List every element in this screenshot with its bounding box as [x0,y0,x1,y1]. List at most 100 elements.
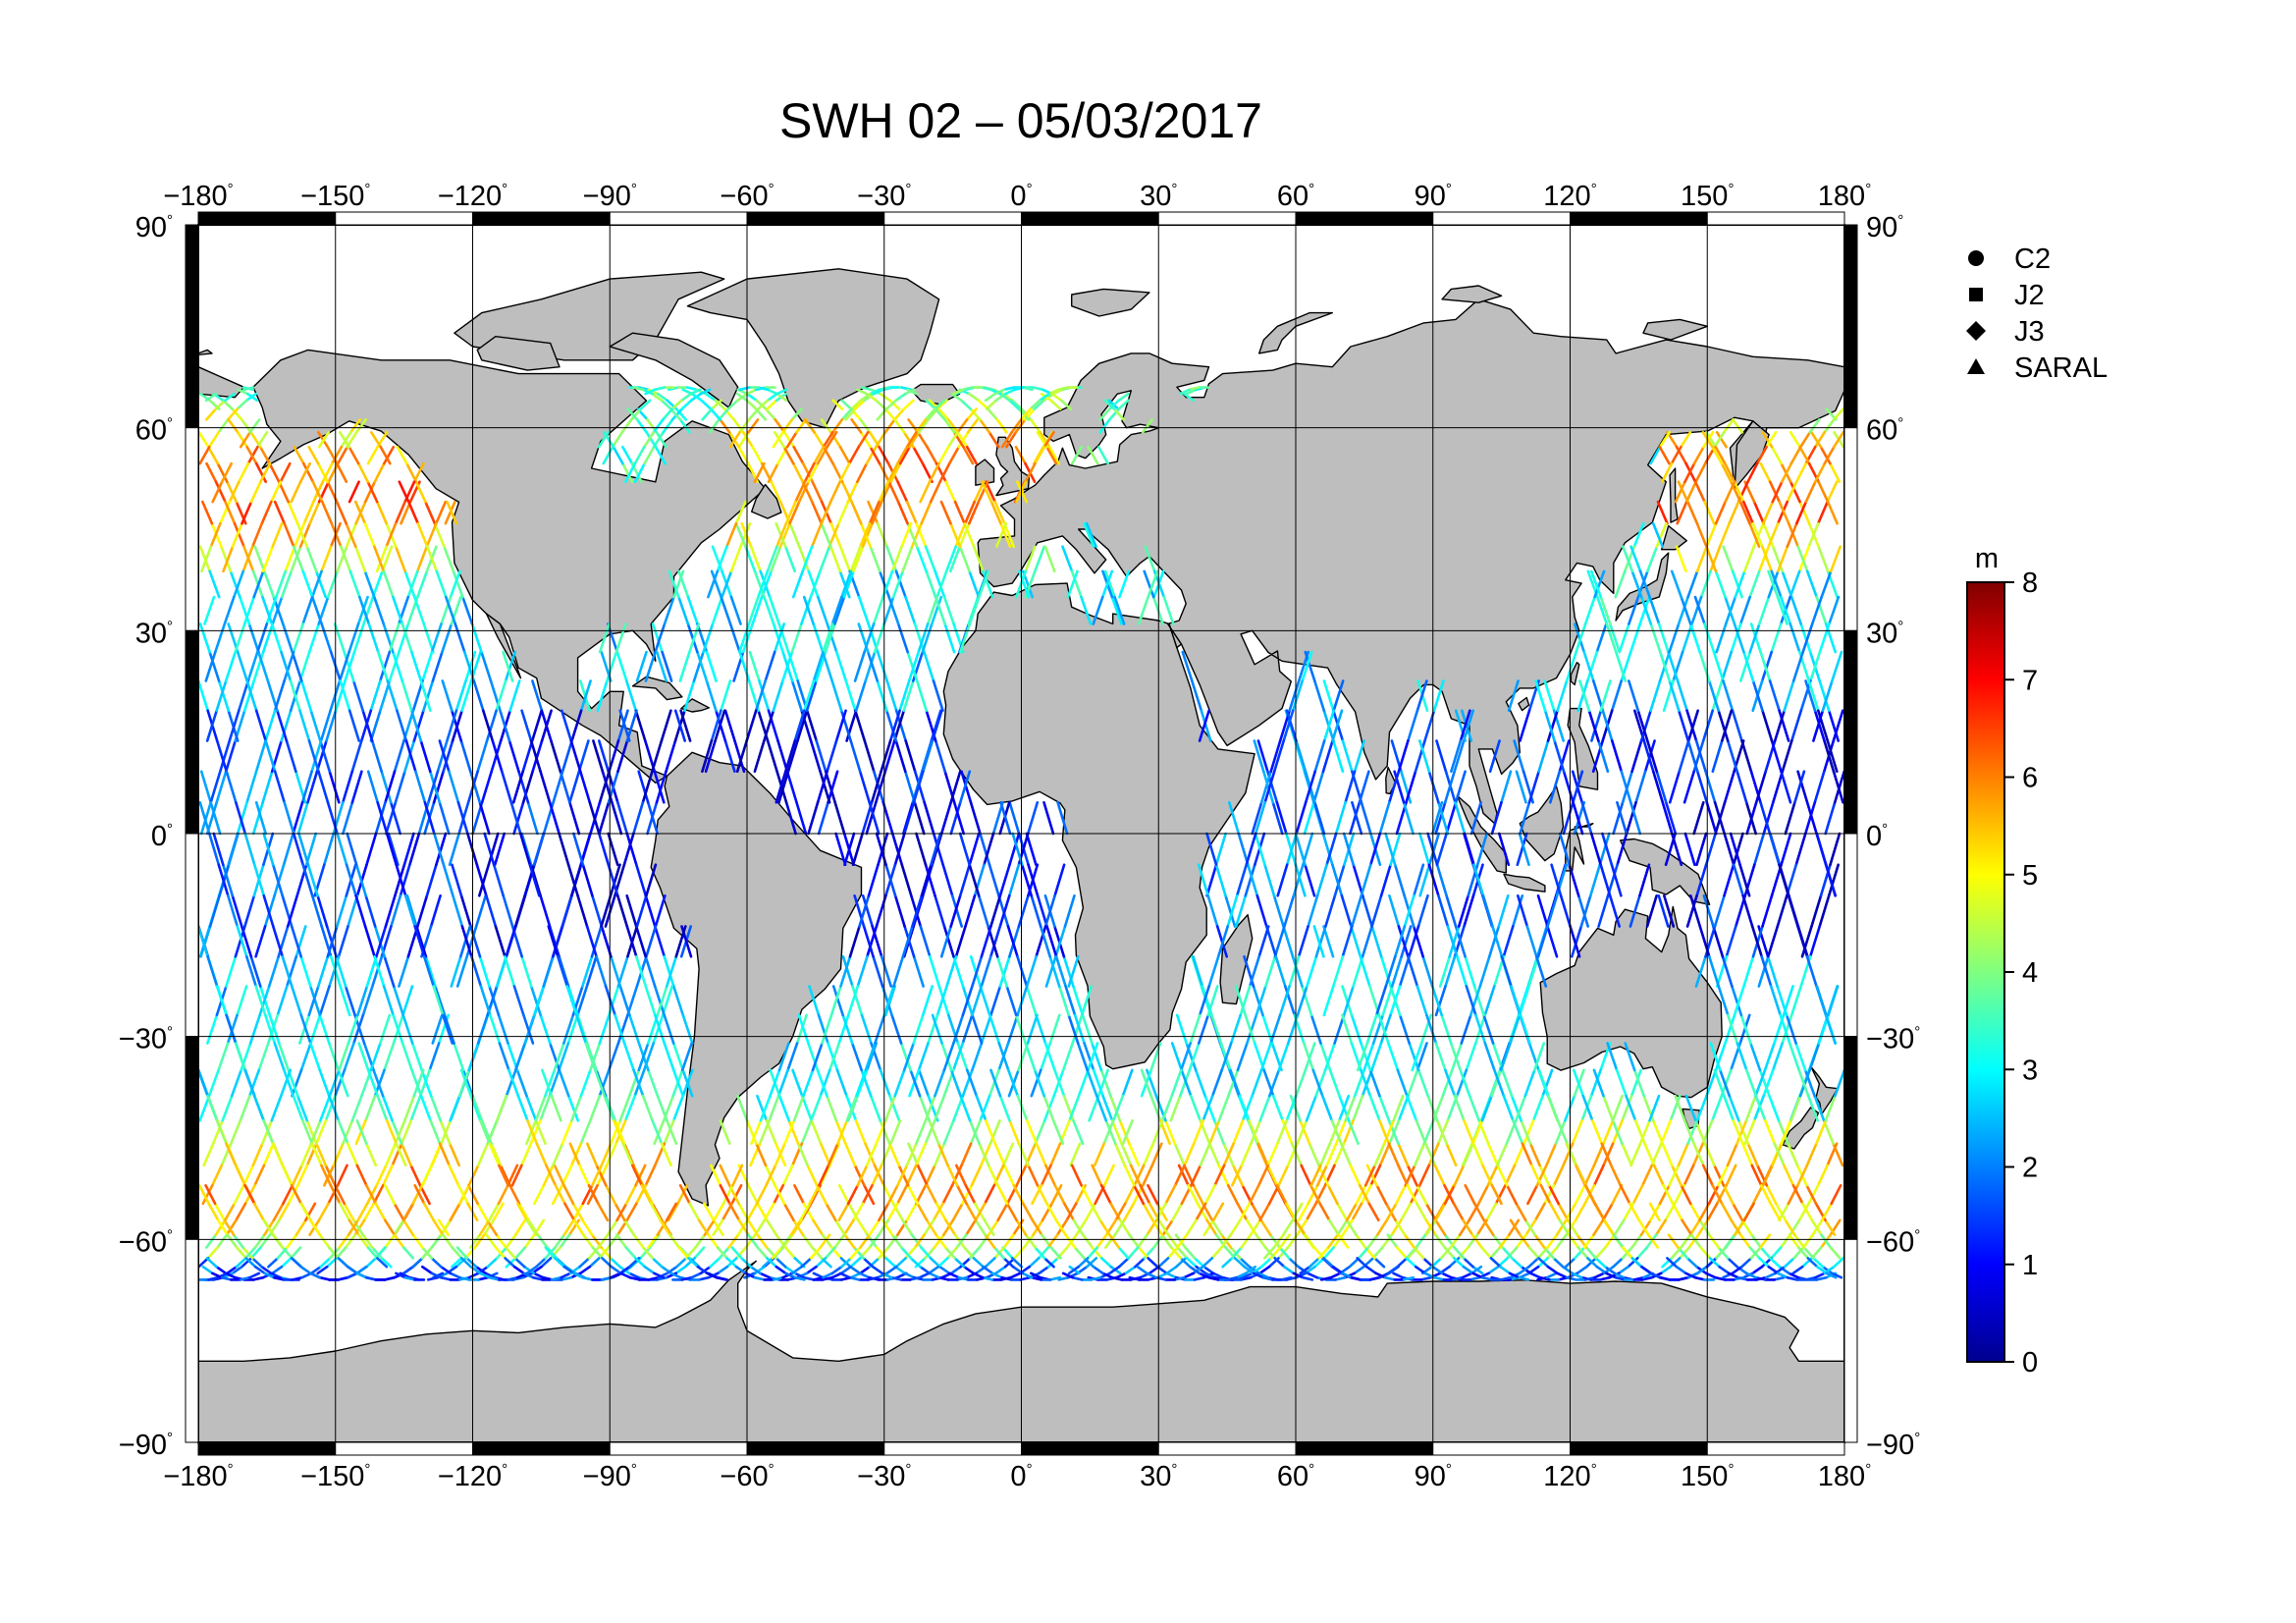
track-segment [1110,1119,1123,1146]
track-segment [652,418,665,434]
track-segment [448,832,460,867]
track-segment [912,1013,925,1045]
track-segment [449,1271,461,1279]
track-segment [1656,500,1669,525]
track-segment [203,595,216,625]
track-segment [1294,1218,1307,1236]
track-segment [912,445,925,465]
track-segment [392,595,404,625]
track-segment [1355,1233,1367,1249]
track-segment [895,1184,909,1206]
track-segment [1738,1233,1752,1249]
track-segment [1612,1257,1625,1269]
track-segment [663,954,675,988]
track-segment [1282,709,1295,742]
track-segment [597,1202,610,1222]
track-segment [622,1218,636,1236]
track-segment [1758,1257,1771,1269]
track-segment [1264,954,1277,988]
track-segment [929,480,942,504]
track-segment [308,500,321,525]
track-segment [1027,863,1040,897]
track-segment [411,1184,424,1206]
track-segment [821,1275,834,1281]
track-segment [587,1246,600,1260]
track-segment [1543,1184,1556,1206]
track-segment [1646,545,1659,573]
track-segment [222,863,235,897]
track-segment [513,1042,527,1072]
track-segment [419,1094,432,1122]
track-segment [1754,1094,1767,1122]
track-segment [1248,1119,1260,1146]
track-segment [1257,1163,1270,1187]
track-segment [224,1202,237,1222]
track-segment [958,545,971,573]
track-segment [339,1202,351,1222]
track-segment [639,1246,652,1260]
track-segment [1668,622,1681,654]
track-segment [1327,1218,1340,1236]
track-segment [291,650,303,682]
track-segment [964,1218,978,1236]
track-segment [1555,1233,1568,1249]
track-segment [953,500,966,525]
track-segment [1177,1163,1190,1187]
track-segment [301,1119,314,1146]
track-segment [949,1068,962,1098]
track-segment [817,800,829,836]
track-segment [1788,1271,1800,1279]
track-segment [820,521,832,549]
lon-tick-label-top: 90° [1415,181,1452,212]
track-segment [1556,1271,1569,1279]
track-segment [290,545,302,573]
track-segment [1821,679,1834,713]
track-segment [568,1142,581,1167]
track-segment [1818,893,1831,928]
track-segment [781,650,794,682]
track-segment [890,545,903,573]
track-segment [1786,480,1798,504]
track-segment [975,1094,988,1122]
track-segment [1651,521,1664,549]
track-segment [1044,954,1057,988]
track-segment [671,985,685,1017]
track-segment [526,1119,539,1146]
track-segment [279,1068,293,1098]
track-segment [451,863,463,897]
track-segment [382,985,395,1017]
track-segment [1611,1184,1624,1206]
track-segment [309,1119,322,1146]
track-segment [1625,1094,1637,1122]
track-segment [448,1163,460,1187]
track-segment [1727,1013,1739,1045]
track-segment [465,1257,478,1269]
track-segment [934,1142,946,1167]
track-segment [1667,1233,1680,1249]
track-segment [1684,480,1697,504]
track-segment [1239,1202,1252,1222]
track-segment [1833,1257,1844,1269]
track-segment [926,1184,938,1206]
track-segment [700,399,713,410]
satellite-c2-symbol [1968,250,1984,266]
track-segment [224,500,237,525]
track-segment [269,480,283,504]
track-segment [853,1163,866,1187]
track-segment [1173,1275,1186,1281]
track-segment [1332,679,1345,713]
track-segment [259,461,272,484]
track-segment [777,1042,790,1072]
lon-tick-label-bottom: −150° [300,1461,370,1492]
track-segment [981,1275,994,1281]
track-segment [1705,1257,1718,1269]
track-segment [1649,445,1662,465]
track-segment [236,800,248,836]
track-segment [1359,1184,1371,1206]
track-segment [1397,1142,1410,1167]
track-segment [776,739,789,774]
track-segment [1259,770,1272,804]
track-segment [1807,521,1820,549]
track-segment [336,832,348,867]
track-segment [1381,985,1394,1017]
